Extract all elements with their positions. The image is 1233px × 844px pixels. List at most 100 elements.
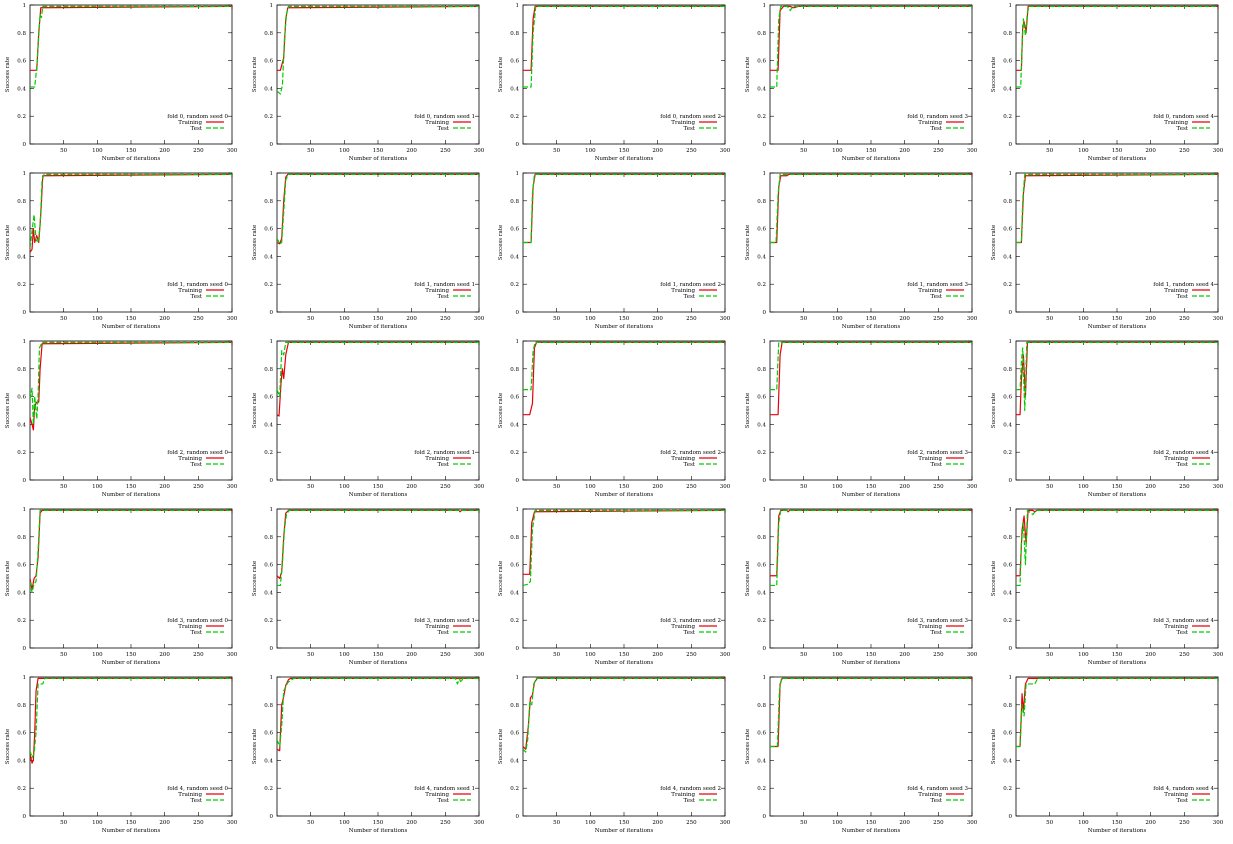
x-tick-label: 50: [1046, 148, 1053, 154]
legend-label: Training: [425, 792, 449, 798]
y-tick-label: 0.8: [510, 199, 519, 205]
x-tick-label: 150: [372, 316, 383, 322]
x-tick-label: 300: [966, 316, 977, 322]
x-tick-label: 150: [1112, 316, 1123, 322]
x-tick-label: 250: [193, 652, 204, 658]
x-tick-label: 250: [1179, 316, 1190, 322]
y-tick-label: 0.2: [1003, 114, 1012, 120]
y-tick-label: 0.2: [17, 618, 26, 624]
panel-title: fold 2, random seed 4: [1153, 450, 1214, 456]
x-tick-label: 250: [1179, 148, 1190, 154]
x-tick-label: 200: [652, 148, 663, 154]
y-tick-label: 0.2: [264, 450, 273, 456]
x-tick-label: 100: [92, 484, 103, 490]
x-tick-label: 50: [800, 484, 807, 490]
series-line-training: [30, 509, 232, 591]
y-axis-label: Success rate: [252, 225, 258, 261]
y-tick-label: 0: [516, 814, 520, 820]
chart-panel: 0 0.2 0.4 0.6 0.8 1 50 100 150 200 250 300 Number of…: [0, 0, 246, 168]
y-tick-label: 0.6: [1003, 731, 1012, 737]
x-tick-label: 300: [1213, 316, 1224, 322]
legend-label: Training: [1164, 120, 1188, 126]
y-tick-label: 0: [516, 646, 520, 652]
legend-label: Training: [671, 120, 695, 126]
x-tick-label: 250: [686, 820, 697, 826]
x-tick-label: 50: [553, 820, 560, 826]
y-tick-label: 0.6: [510, 227, 519, 233]
y-tick-label: 0.2: [510, 450, 519, 456]
y-tick-label: 0.6: [757, 59, 766, 65]
x-axis-label: Number of iterations: [1088, 492, 1147, 498]
y-axis-label: Success rate: [252, 57, 258, 93]
x-tick-label: 250: [193, 820, 204, 826]
legend-label: Test: [930, 462, 942, 468]
x-tick-label: 50: [307, 820, 314, 826]
panel-title: fold 4, random seed 3: [907, 786, 968, 792]
x-tick-label: 250: [933, 148, 944, 154]
legend-label: Test: [190, 630, 202, 636]
y-tick-label: 1: [1009, 675, 1013, 681]
y-tick-label: 1: [1009, 507, 1013, 513]
x-tick-label: 200: [159, 316, 170, 322]
legend-label: Training: [918, 792, 942, 798]
x-tick-label: 300: [966, 820, 977, 826]
y-tick-label: 0.4: [510, 758, 519, 764]
x-axis-label: Number of iterations: [841, 492, 900, 498]
y-tick-label: 0.2: [510, 282, 519, 288]
y-tick-label: 0.6: [264, 563, 273, 569]
y-tick-label: 0.4: [264, 590, 273, 596]
y-tick-label: 0.2: [264, 114, 273, 120]
y-tick-label: 0.8: [264, 367, 273, 373]
y-tick-label: 0.4: [264, 422, 273, 428]
y-tick-label: 0.6: [264, 59, 273, 65]
y-tick-label: 0.2: [17, 450, 26, 456]
x-tick-label: 100: [339, 820, 350, 826]
y-tick-label: 0: [762, 814, 766, 820]
x-tick-label: 200: [159, 652, 170, 658]
x-tick-label: 200: [899, 652, 910, 658]
y-tick-label: 0.4: [1003, 590, 1012, 596]
y-tick-label: 1: [516, 171, 520, 177]
y-tick-label: 1: [762, 3, 766, 9]
x-tick-label: 250: [440, 316, 451, 322]
y-tick-label: 0.2: [17, 786, 26, 792]
x-tick-label: 50: [553, 484, 560, 490]
series-line-training: [769, 341, 972, 416]
y-tick-label: 0.8: [510, 367, 519, 373]
panel-title: fold 1, random seed 3: [907, 282, 968, 288]
x-tick-label: 50: [60, 316, 67, 322]
legend-label: Test: [437, 630, 449, 636]
x-tick-label: 150: [619, 148, 630, 154]
x-tick-label: 250: [1179, 652, 1190, 658]
y-tick-label: 0.8: [264, 199, 273, 205]
y-axis-label: Success rate: [498, 225, 504, 261]
y-axis-label: Success rate: [745, 393, 751, 429]
y-tick-label: 0.2: [264, 786, 273, 792]
y-axis-label: Success rate: [991, 57, 997, 93]
legend-label: Training: [1164, 456, 1188, 462]
x-axis-label: Number of iterations: [102, 156, 161, 162]
x-tick-label: 150: [372, 148, 383, 154]
x-tick-label: 100: [585, 484, 596, 490]
y-tick-label: 0.6: [757, 731, 766, 737]
y-axis-label: Success rate: [745, 57, 751, 93]
x-tick-label: 300: [227, 820, 238, 826]
y-tick-label: 0.2: [510, 618, 519, 624]
legend-label: Training: [1164, 288, 1188, 294]
x-tick-label: 150: [865, 820, 876, 826]
y-tick-label: 0.4: [264, 254, 273, 260]
x-tick-label: 100: [832, 484, 843, 490]
x-tick-label: 200: [652, 652, 663, 658]
x-tick-label: 250: [933, 484, 944, 490]
legend-label: Test: [930, 798, 942, 804]
y-tick-label: 0.6: [510, 395, 519, 401]
x-tick-label: 300: [966, 148, 977, 154]
series-line-test: [1016, 341, 1218, 412]
series-line-training: [769, 5, 972, 71]
y-tick-label: 0.4: [510, 590, 519, 596]
y-tick-label: 0.4: [757, 254, 766, 260]
y-tick-label: 0.4: [17, 422, 26, 428]
